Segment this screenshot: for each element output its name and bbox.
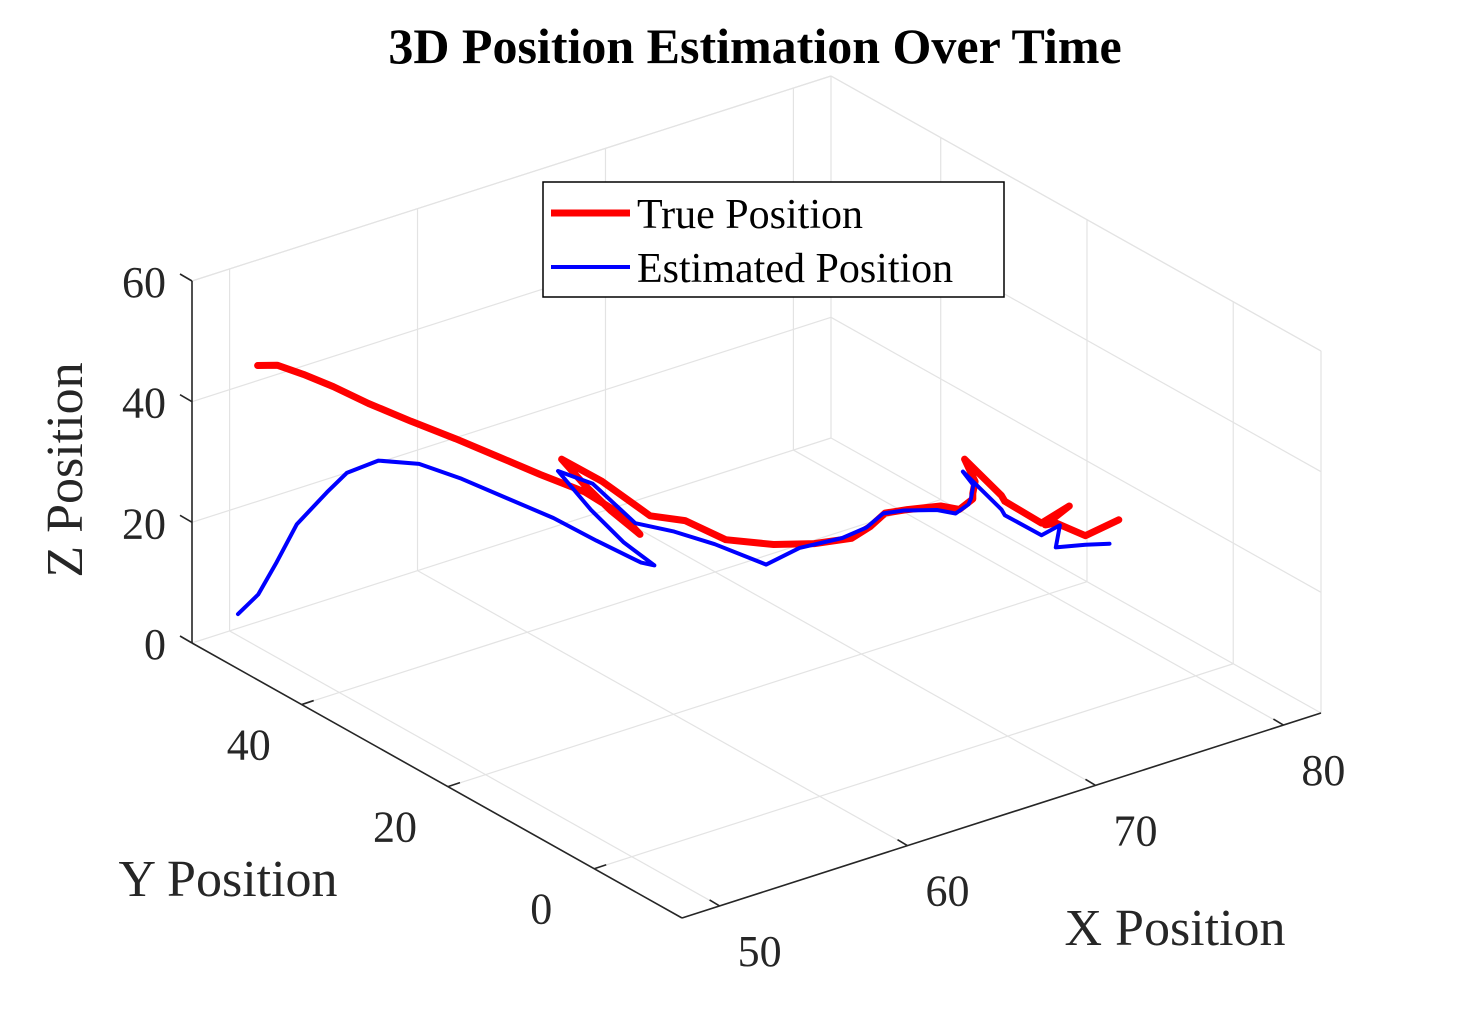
legend: True Position Estimated Position [542, 181, 1005, 298]
z-tick-0 [179, 635, 193, 644]
chart-title: 3D Position Estimation Over Time [388, 18, 1121, 74]
grid-floor-y-20 [447, 581, 1088, 788]
x-tick-label-70: 70 [1113, 806, 1157, 855]
grid-floor-y-40 [301, 498, 941, 706]
grid-floor-x-60 [417, 570, 908, 847]
y-tick-label-20: 20 [373, 803, 417, 852]
legend-label-estimated: Estimated Position [637, 246, 953, 292]
z-tick-40 [179, 393, 193, 403]
x-tick-label-50: 50 [738, 927, 782, 976]
x-tick-60 [897, 838, 908, 847]
y-tick-label-0: 0 [530, 885, 552, 934]
y-tick-label-40: 40 [227, 721, 271, 770]
y-tick-40 [301, 699, 314, 706]
box-edge-back-top [191, 75, 832, 282]
y-tick-20 [447, 781, 461, 788]
z-axis-label: Z Position [37, 362, 94, 577]
z-tick-label-40: 40 [122, 379, 166, 428]
z-tick-label-20: 20 [122, 499, 166, 548]
grid-side-z-0 [830, 437, 1322, 714]
series-line-estimated-position [236, 458, 1112, 617]
x-tick-label-60: 60 [926, 867, 970, 916]
legend-label-true: True Position [637, 192, 863, 238]
grid-side-z-20 [830, 316, 1322, 593]
z-tick-label-0: 0 [144, 620, 166, 669]
x-tick-70 [1085, 778, 1096, 787]
x-tick-label-80: 80 [1301, 746, 1345, 795]
grid-floor-x-80 [793, 449, 1284, 726]
grid-back-z-20 [191, 316, 832, 523]
z-tick-60 [179, 273, 193, 282]
z-tick-label-60: 60 [122, 258, 166, 307]
axes: 50 60 70 80 0 20 40 0 20 40 60 [122, 258, 1345, 976]
grid-floor-x-50 [229, 630, 720, 907]
x-axis-label: X Position [1064, 900, 1285, 957]
grid-floor-x-70 [605, 509, 1096, 786]
grid-back-z-0 [191, 437, 832, 644]
box-edge-side-top [830, 75, 1322, 352]
y-axis-line [191, 642, 683, 919]
y-axis-label: Y Position [118, 851, 337, 908]
series-line-true-position [254, 361, 1123, 548]
x-tick-80 [1273, 718, 1284, 726]
series-layer [236, 361, 1123, 617]
y-tick-0 [593, 863, 607, 870]
legend-box [542, 181, 1005, 298]
x-axis-line [681, 712, 1322, 919]
x-tick-50 [709, 899, 720, 907]
z-tick-20 [179, 514, 193, 524]
grid-floor-y-0 [594, 663, 1234, 870]
